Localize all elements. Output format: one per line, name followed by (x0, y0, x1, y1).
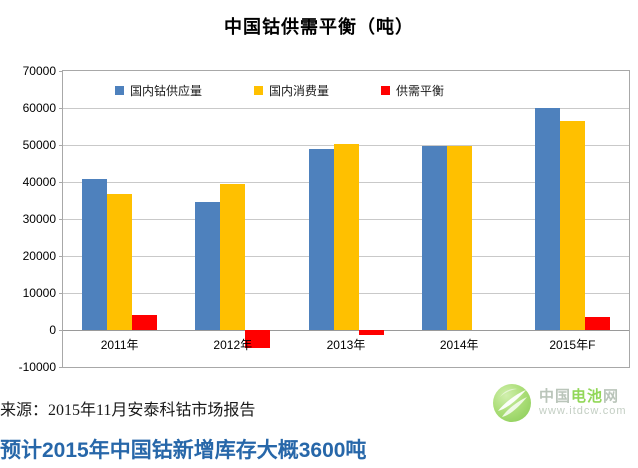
bar-2011年-供需平衡 (132, 315, 158, 330)
y-axis-tick (59, 293, 63, 294)
y-axis-tick (59, 219, 63, 220)
leaf-swirl-icon (493, 384, 531, 422)
x-tick-label: 2012年 (213, 338, 253, 352)
y-tick-label: 60000 (22, 101, 56, 115)
brand-text: 中国电池网 www.itdcw.com (539, 387, 627, 418)
y-tick-label: 70000 (22, 64, 56, 78)
y-axis-tick (59, 182, 63, 183)
bar-2012年-供需平衡 (245, 330, 271, 349)
brand-name-highlight: 电池 (571, 387, 604, 405)
chart-title: 中国钴供需平衡（吨） (224, 17, 414, 37)
x-tick-label: 2013年 (326, 338, 366, 352)
y-axis-tick (59, 330, 63, 331)
legend-label: 国内钴供应量 (130, 84, 203, 98)
legend-label: 供需平衡 (396, 84, 445, 98)
y-tick-label: 30000 (22, 212, 56, 226)
x-tick-label: 2011年 (100, 338, 139, 352)
y-axis-tick (59, 256, 63, 257)
x-tick-label: 2014年 (439, 338, 479, 352)
bar-2014年-国内消费量 (446, 146, 472, 330)
headline-text: 预计2015年中国钴新增库存大概3600吨 (0, 439, 367, 462)
y-tick-label: 20000 (22, 249, 56, 263)
y-tick-label: 0 (49, 323, 56, 337)
brand-logo: 中国电池网 www.itdcw.com (492, 383, 627, 423)
x-tick-label: 2015年F (549, 338, 596, 352)
bar-2011年-国内钴供应量 (82, 179, 108, 330)
y-tick-label: -10000 (18, 360, 56, 374)
bar-2015年F-国内消费量 (559, 120, 585, 330)
y-axis-tick (59, 145, 63, 146)
source-text: 来源：2015年11月安泰科钴市场报告 (0, 402, 256, 419)
legend-item: 国内消费量 (254, 82, 329, 99)
bar-2015年F-供需平衡 (584, 316, 610, 330)
bar-2013年-国内消费量 (333, 144, 359, 330)
y-axis-tick (59, 367, 63, 368)
gridline (63, 108, 629, 109)
plot-area: 国内钴供应量 国内消费量 供需平衡 -10000 0 10000 20000 30000 40… (19, 64, 630, 374)
brand-name: 中国电池网 (539, 387, 627, 406)
bar-2011年-国内消费量 (107, 194, 133, 330)
bar-2013年-国内钴供应量 (308, 149, 334, 330)
y-tick-label: 40000 (22, 175, 56, 189)
brand-name-suffix: 网 (603, 387, 620, 405)
zero-gridline (63, 330, 629, 331)
y-axis-tick (59, 71, 63, 72)
chart-legend: 国内钴供应量 国内消费量 供需平衡 (115, 82, 444, 99)
y-tick-label: 50000 (22, 138, 56, 152)
legend-marker (381, 86, 391, 95)
bar-2012年-国内消费量 (220, 183, 246, 330)
bar-2013年-供需平衡 (358, 330, 384, 335)
legend-item: 供需平衡 (381, 82, 444, 99)
legend-marker (254, 86, 264, 95)
brand-name-prefix: 中国 (539, 387, 572, 405)
legend-item: 国内钴供应量 (115, 82, 202, 99)
bar-2015年F-国内钴供应量 (534, 107, 560, 330)
legend-label: 国内消费量 (269, 84, 330, 98)
legend-marker (115, 86, 124, 95)
y-tick-label: 10000 (22, 286, 56, 300)
brand-url: www.itdcw.com (539, 405, 627, 418)
bar-2014年-国内钴供应量 (421, 145, 447, 330)
bar-2012年-国内钴供应量 (195, 201, 221, 330)
y-axis-tick (59, 108, 63, 109)
